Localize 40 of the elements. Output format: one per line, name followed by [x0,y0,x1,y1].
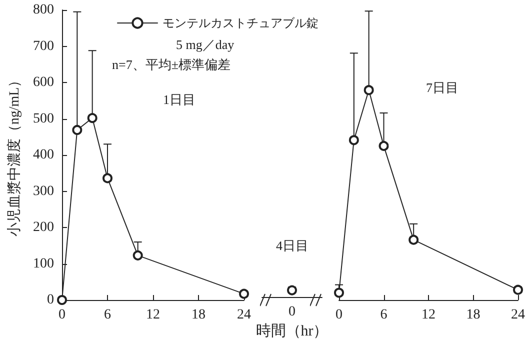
annotation: 5 mg／day [176,37,235,52]
y-tick-label: 0 [47,292,54,308]
point [513,284,523,295]
y-tick-label: 300 [33,184,54,199]
x-tick-label: 18 [466,308,480,322]
point [102,173,112,184]
x-axis-title: 時間（hr） [256,322,328,340]
point [334,288,344,298]
x-tick-label: 12 [422,308,436,322]
x-tick-label: 6 [104,308,111,322]
x-tick-label: 18 [192,308,206,322]
point [239,288,249,299]
legend-label: モンテルカストチュアブル錠 [162,16,318,30]
point [378,140,389,151]
x-tick-label: 6 [380,308,388,322]
annotation: 1日目 [163,92,196,107]
y-tick-label: 600 [33,75,54,90]
point [87,113,98,124]
annotation: n=7、平均±標準偏差 [112,57,230,72]
x-tick-label: 24 [511,308,525,322]
point [72,124,82,135]
annotation: 7日目 [426,80,458,95]
x-tick-label: 0 [336,308,342,322]
y-tick-label: 800 [33,2,54,18]
x-tick-label: 12 [146,308,160,322]
y-tick-label: 500 [33,111,54,126]
x-tick-label: 0 [58,308,66,322]
point [348,135,359,146]
point [408,234,419,245]
y-tick-label: 400 [33,148,54,162]
point [364,85,374,96]
y-tick-label: 700 [33,38,54,54]
point [57,295,67,305]
x-tick-label: 0 [288,304,296,320]
y-axis-title: 小児血漿中濃度（ng/mL） [6,73,22,237]
y-tick-label: 200 [33,220,54,235]
y-tick-label: 100 [33,256,54,272]
annotation: 4日目 [276,238,308,253]
point [132,250,143,260]
x-tick-label: 24 [237,308,251,322]
